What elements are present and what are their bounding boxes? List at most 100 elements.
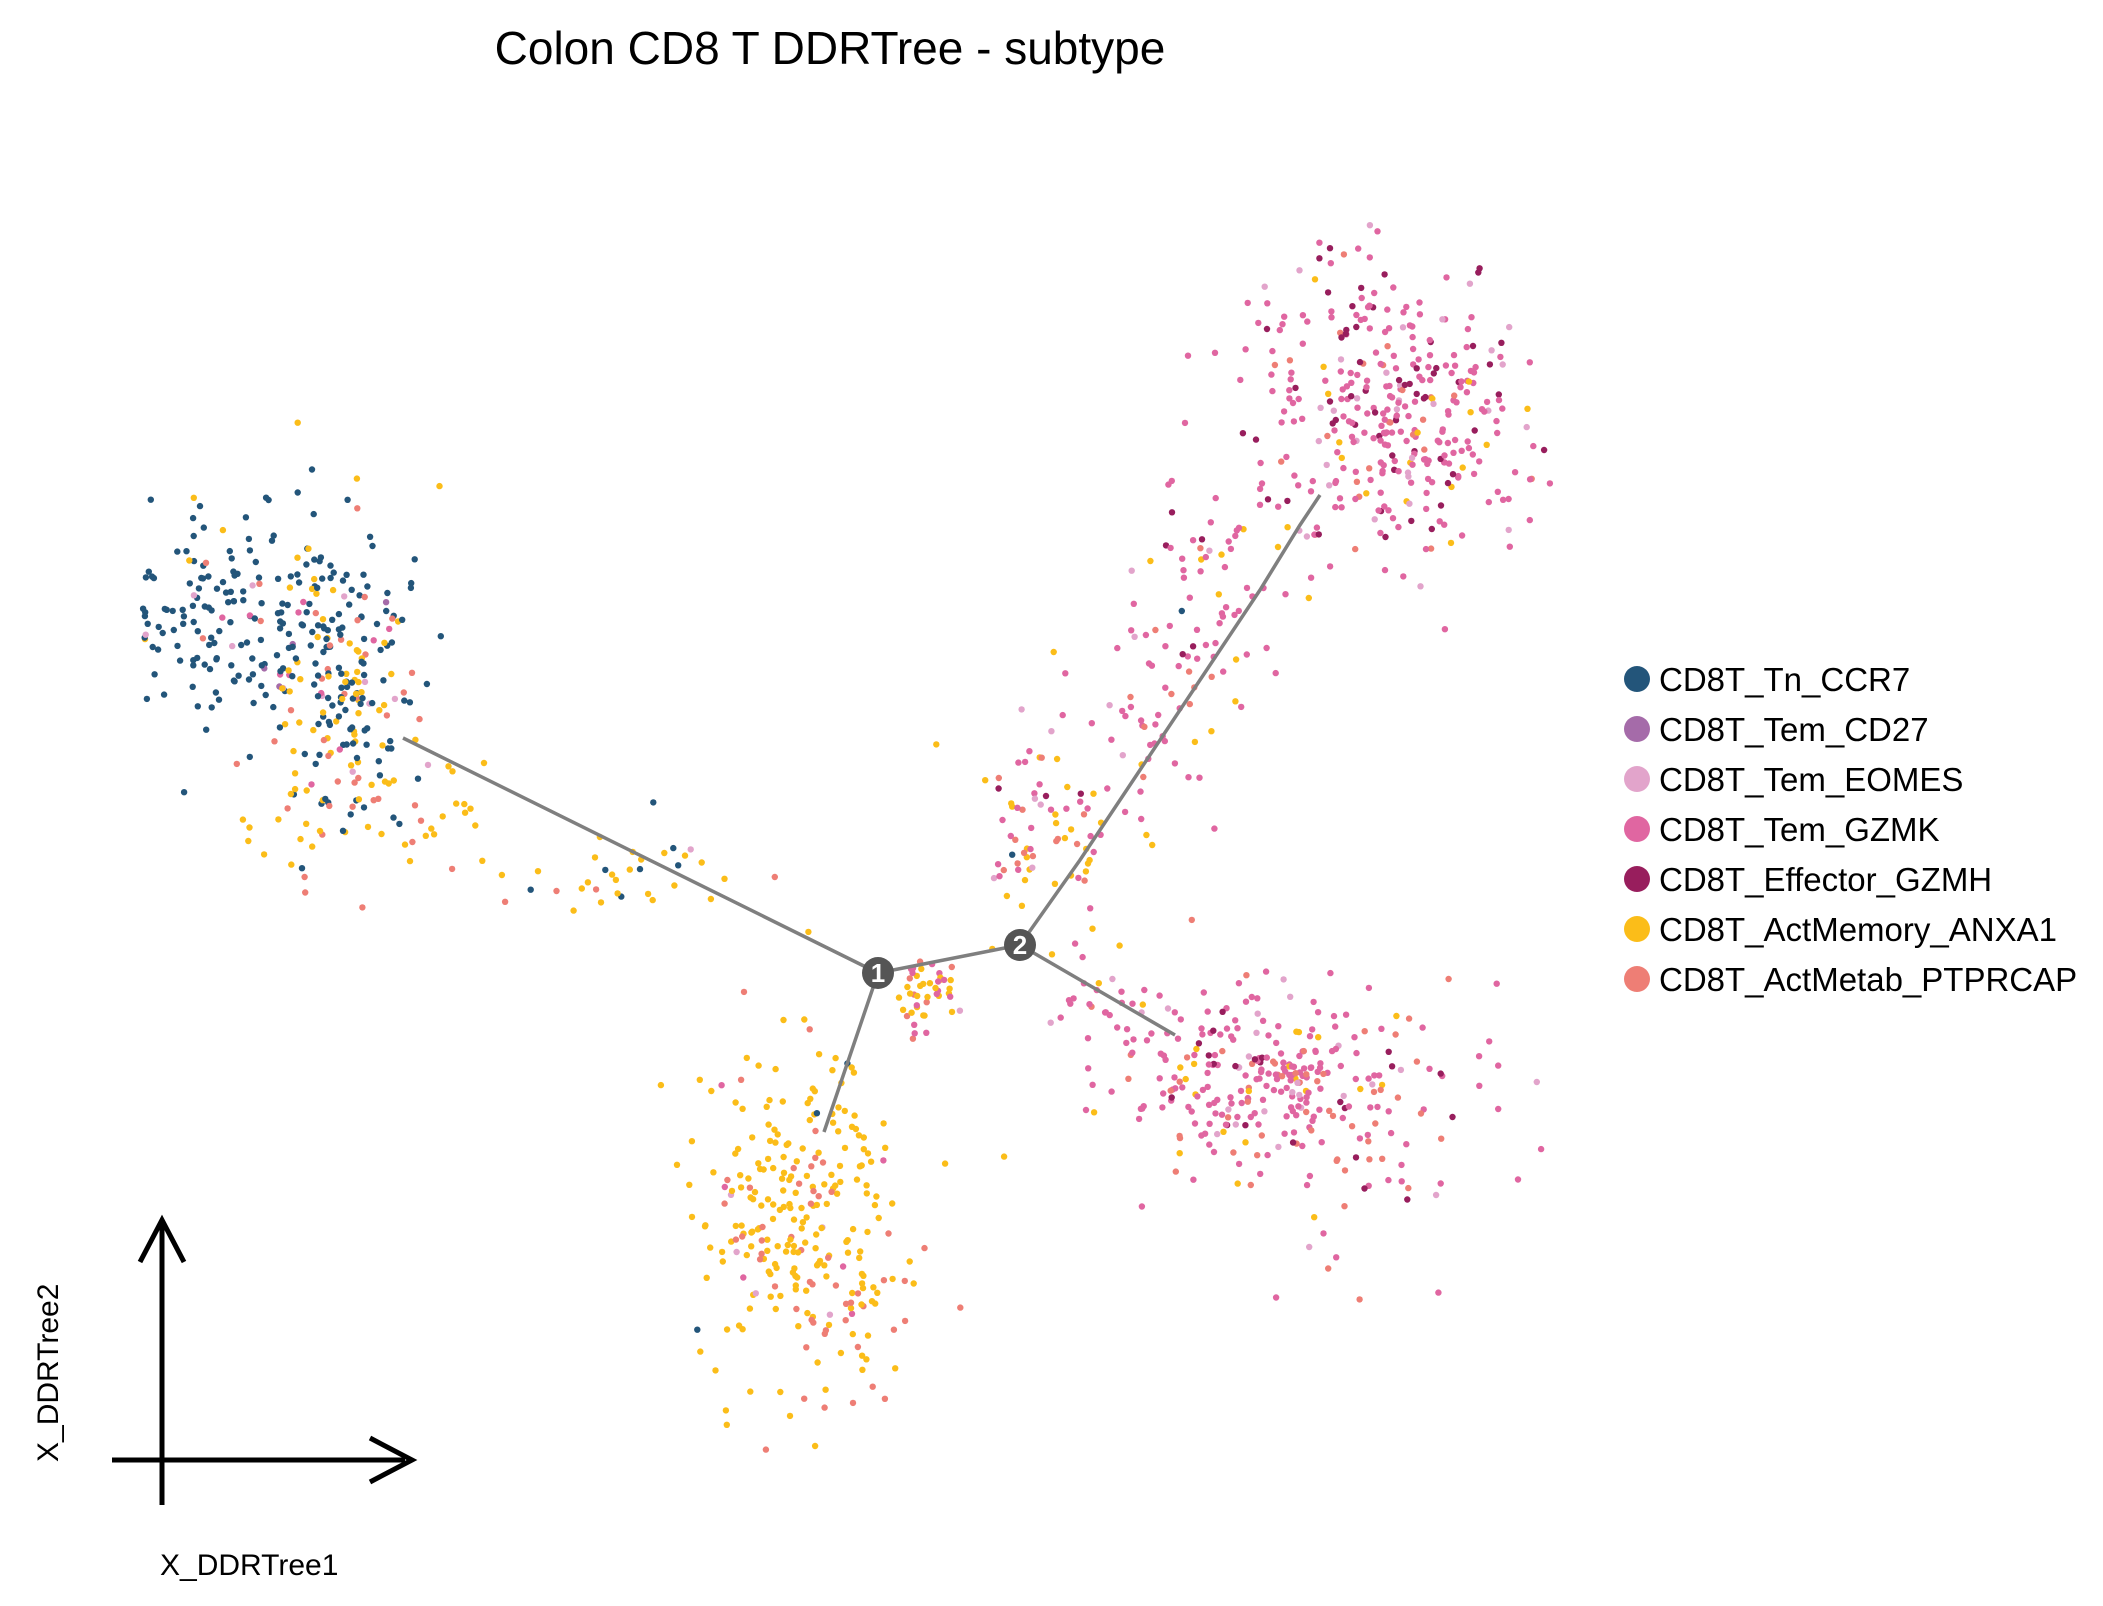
cell-point bbox=[1194, 1093, 1201, 1100]
cell-point bbox=[238, 641, 245, 649]
cell-point bbox=[1365, 1075, 1372, 1082]
cell-point bbox=[226, 547, 233, 555]
cell-point bbox=[1090, 848, 1097, 856]
cell-point bbox=[1381, 441, 1389, 448]
cell-point bbox=[792, 1282, 799, 1289]
cell-point bbox=[342, 706, 349, 714]
cell-point bbox=[739, 1105, 746, 1113]
cell-point bbox=[1374, 1103, 1381, 1111]
cell-point bbox=[324, 627, 331, 634]
cell-point bbox=[1052, 811, 1059, 818]
cell-point bbox=[1149, 841, 1156, 849]
cell-point bbox=[1351, 1034, 1358, 1041]
cell-point bbox=[1330, 407, 1338, 414]
cell-point bbox=[910, 1280, 917, 1287]
cell-point bbox=[1178, 607, 1186, 615]
cell-point bbox=[408, 669, 416, 676]
cell-point bbox=[1087, 905, 1094, 912]
cell-point bbox=[911, 1030, 918, 1037]
cell-point bbox=[1438, 1135, 1445, 1142]
cell-point bbox=[764, 1236, 771, 1243]
cell-point bbox=[890, 1326, 898, 1333]
cell-point bbox=[376, 772, 384, 779]
cell-point bbox=[1273, 1075, 1281, 1083]
cell-point bbox=[1021, 876, 1029, 884]
cell-point bbox=[1499, 405, 1506, 412]
cell-point bbox=[1197, 568, 1204, 575]
cell-point bbox=[1148, 662, 1156, 669]
cell-point bbox=[231, 572, 238, 579]
cell-point bbox=[1019, 806, 1026, 813]
cell-point bbox=[1332, 1023, 1339, 1030]
cell-point bbox=[1303, 1181, 1311, 1189]
cell-point bbox=[1372, 349, 1380, 356]
cell-point bbox=[1139, 1001, 1147, 1008]
cell-point bbox=[206, 665, 214, 673]
cell-point bbox=[1194, 655, 1201, 662]
cell-point bbox=[1332, 479, 1339, 487]
cell-point bbox=[1242, 1072, 1249, 1079]
cell-point bbox=[732, 1222, 739, 1230]
cell-point bbox=[1514, 1176, 1522, 1183]
cell-point bbox=[1118, 988, 1125, 995]
cell-point bbox=[316, 827, 324, 835]
cell-point bbox=[319, 575, 326, 582]
cell-point bbox=[1253, 1076, 1260, 1083]
cell-point bbox=[308, 585, 316, 593]
cell-point bbox=[1312, 1048, 1319, 1056]
cell-point bbox=[833, 1190, 841, 1197]
cell-point bbox=[246, 547, 254, 554]
cell-point bbox=[1352, 495, 1359, 503]
cell-point bbox=[143, 695, 151, 703]
cell-point bbox=[792, 1189, 799, 1197]
cell-point bbox=[850, 1069, 858, 1076]
trajectory-branch-bottom bbox=[822, 972, 880, 1133]
cell-point bbox=[1184, 352, 1192, 359]
cell-point bbox=[1533, 1078, 1541, 1086]
cell-point bbox=[650, 799, 657, 806]
cell-point bbox=[1340, 464, 1347, 472]
cell-point bbox=[1333, 1254, 1340, 1261]
cell-point bbox=[1284, 497, 1291, 505]
cell-point bbox=[271, 738, 278, 745]
cell-point bbox=[1138, 815, 1145, 823]
cell-point bbox=[379, 742, 386, 749]
cell-point bbox=[1476, 458, 1483, 465]
cell-point bbox=[732, 1236, 740, 1243]
cell-point bbox=[1387, 419, 1394, 426]
cell-point bbox=[1038, 754, 1045, 761]
cell-point bbox=[1399, 324, 1407, 331]
cell-point bbox=[445, 763, 452, 770]
cell-point bbox=[1234, 1025, 1241, 1032]
cell-point bbox=[1307, 1064, 1315, 1072]
cell-point bbox=[1353, 311, 1360, 319]
cell-point bbox=[1217, 1031, 1224, 1038]
cell-point bbox=[1328, 1047, 1336, 1055]
cell-point bbox=[301, 873, 308, 881]
cell-point bbox=[1235, 1160, 1243, 1168]
cell-point bbox=[534, 868, 542, 875]
cell-point bbox=[1232, 656, 1240, 663]
cell-point bbox=[1316, 255, 1323, 262]
cell-point bbox=[814, 1359, 821, 1366]
cell-point bbox=[1303, 1108, 1310, 1116]
cell-point bbox=[1444, 439, 1452, 447]
cell-point bbox=[747, 1194, 754, 1201]
cell-point bbox=[1315, 437, 1323, 445]
cell-point bbox=[309, 628, 316, 636]
cell-point bbox=[1235, 607, 1243, 615]
cell-point bbox=[1476, 1082, 1483, 1090]
cell-point bbox=[1385, 325, 1393, 332]
cell-point bbox=[1365, 1138, 1372, 1145]
cell-point bbox=[758, 1202, 765, 1209]
cell-point bbox=[319, 709, 327, 716]
cell-point bbox=[1366, 1156, 1373, 1163]
cell-point bbox=[801, 1016, 808, 1023]
cell-point bbox=[1400, 309, 1407, 316]
cell-point bbox=[1003, 892, 1011, 900]
cell-point bbox=[918, 965, 925, 973]
cell-point bbox=[240, 597, 247, 604]
cell-point bbox=[1248, 993, 1256, 1001]
cell-point bbox=[1463, 389, 1471, 396]
